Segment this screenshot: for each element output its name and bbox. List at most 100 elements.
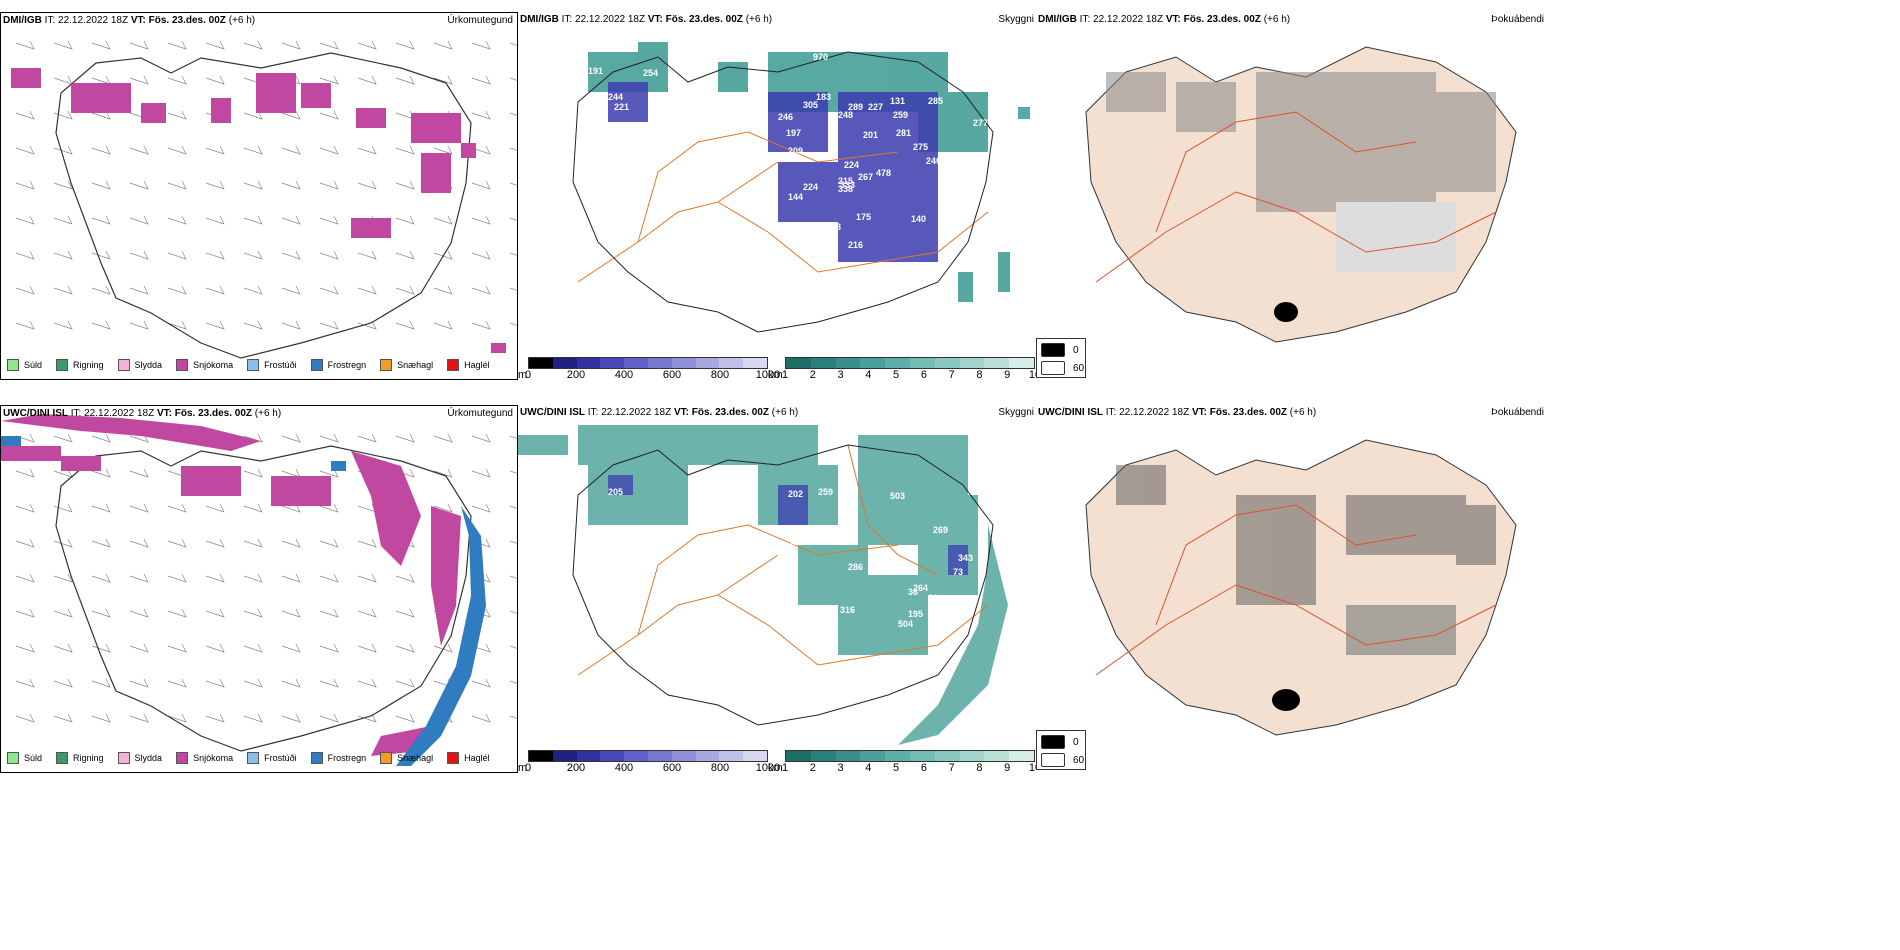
wind-barb [319, 75, 339, 85]
cloud-value-label: 202 [788, 489, 803, 499]
legend-swatch [380, 752, 393, 764]
cloud-value-label: 254 [643, 68, 658, 78]
fog-swatch-0b [1041, 735, 1065, 749]
wind-barb [509, 540, 517, 544]
cloud-value-label: 209 [788, 146, 803, 156]
wind-barb [129, 678, 149, 688]
wind-barb [433, 75, 453, 85]
wind-barb [319, 503, 339, 513]
legend-item-frostúði: Frostúði [247, 752, 297, 764]
legend-swatch [310, 359, 323, 371]
wind-barb [319, 538, 339, 548]
cloud-value-label: 73 [953, 567, 963, 577]
colorbar-tick: 600 [662, 369, 682, 380]
wind-barb [281, 538, 301, 548]
precip-map-2 [1, 414, 517, 766]
cloud-value-label: 144 [788, 192, 803, 202]
colorbar-tick: 200 [566, 369, 586, 380]
legend-label: Súld [24, 753, 43, 763]
cloud-value-label: 68 [928, 593, 938, 603]
legend-item-frostregn: Frostregn [310, 359, 366, 371]
wind-barb [395, 75, 415, 85]
cloud-value-label: 333 [840, 180, 855, 190]
legend-swatch [247, 752, 260, 764]
ceiling-unit-1: m [518, 369, 528, 380]
wind-barb [509, 435, 517, 439]
wind-barb [129, 40, 149, 50]
wind-barb [205, 180, 225, 190]
roads-1 [577, 131, 989, 283]
wind-barb [167, 215, 187, 225]
wind-barb [129, 608, 149, 618]
legend-label: Frostregn [327, 753, 367, 763]
wind-barb [471, 468, 491, 478]
wind-barb [53, 180, 73, 190]
wind-barb [395, 180, 415, 190]
wind-barb [471, 285, 491, 295]
wind-barb [471, 678, 491, 688]
wind-barb [53, 75, 73, 85]
colorbar-tick: 7 [948, 762, 955, 773]
wind-barb [433, 145, 453, 155]
legend-item-haglél: Haglél [447, 359, 490, 371]
wind-barb [91, 468, 111, 478]
colorbar-tick: 9 [1004, 762, 1011, 773]
wind-barb [129, 503, 149, 513]
legend-label: Snæhagl [397, 360, 434, 370]
wind-barb [15, 503, 35, 513]
cloud-value-label: 378 [650, 100, 665, 110]
wind-barb [319, 180, 339, 190]
legend-label: Frostúði [264, 360, 297, 370]
colorbar-tick: 1 [781, 762, 789, 773]
wind-barb [91, 573, 111, 583]
wind-barb [15, 643, 35, 653]
fog-title-2: Þokuábendi [1491, 407, 1544, 418]
wind-barb [243, 145, 263, 155]
wind-barb [319, 110, 339, 120]
colorbar-tick: 6 [920, 762, 927, 773]
wind-barb [509, 217, 517, 221]
wind-barb [433, 433, 453, 443]
wind-barb [91, 713, 111, 723]
colorbar-tick: 0 [524, 369, 532, 380]
wind-barb [53, 713, 73, 723]
cloud-value-label: 221 [614, 102, 629, 112]
wind-barb [281, 40, 301, 50]
wind-barb [281, 180, 301, 190]
wind-barb [357, 608, 377, 618]
wind-barb [433, 503, 453, 513]
wind-barb [91, 285, 111, 295]
wind-barb [357, 538, 377, 548]
wind-barb [129, 145, 149, 155]
wind-barb [357, 433, 377, 443]
cloud-value-label: 140 [911, 214, 926, 224]
header-1c: DMI/IGB IT: 22.12.2022 18Z VT: Fös. 23.d… [1038, 14, 1291, 25]
legend-label: Haglél [464, 360, 490, 370]
cloud-value-label: 205 [608, 487, 623, 497]
legend-item-slydda: Slydda [117, 752, 163, 764]
visibility-cells-1 [785, 357, 1035, 369]
wind-barb [471, 713, 491, 723]
wind-barb [53, 538, 73, 548]
wind-barb [319, 40, 339, 50]
wind-barb [91, 180, 111, 190]
wind-barb [91, 110, 111, 120]
legend-item-snæhagl: Snæhagl [380, 752, 433, 764]
wind-barb [129, 75, 149, 85]
wind-barb [509, 42, 517, 46]
wind-barb [243, 503, 263, 513]
wind-barb [167, 608, 187, 618]
wind-barb [433, 285, 453, 295]
legend-swatch [247, 359, 260, 371]
wind-barb [167, 180, 187, 190]
wind-barb [243, 180, 263, 190]
colorbar-tick: 4 [865, 369, 872, 380]
colorbar-tick: 1000 [755, 762, 781, 773]
colorbar-tick: 3 [837, 369, 844, 380]
wind-barb [357, 573, 377, 583]
legend-label: Slydda [134, 753, 163, 763]
wind-barb [281, 713, 301, 723]
wind-barb [205, 320, 225, 330]
wind-barb [243, 573, 263, 583]
colorbar-tick: 2 [809, 369, 816, 380]
